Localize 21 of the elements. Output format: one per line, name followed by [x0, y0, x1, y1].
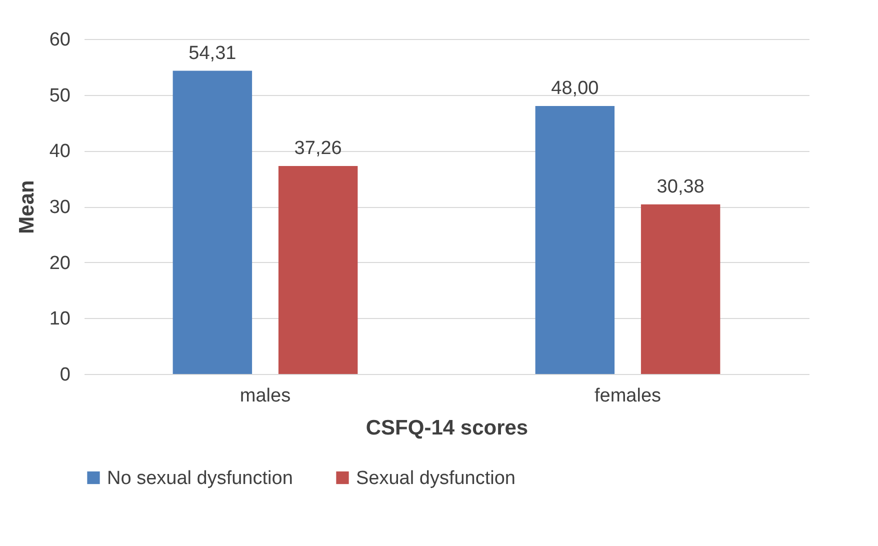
y-axis-title: Mean [15, 180, 38, 234]
y-tick-label: 0 [60, 364, 70, 386]
data-label: 37,26 [294, 138, 342, 159]
y-tick-label: 40 [49, 141, 70, 162]
x-tick-label: females [594, 386, 662, 406]
y-tick-label: 30 [49, 197, 70, 218]
x-tick-label: males [240, 386, 291, 406]
y-tick-label: 10 [49, 308, 70, 330]
y-tick-label: 60 [49, 30, 70, 50]
bar [172, 70, 252, 374]
x-axis-title: CSFQ-14 scores [366, 416, 528, 440]
data-label: 30,38 [656, 176, 704, 198]
bar [640, 204, 720, 374]
bar [535, 106, 615, 374]
legend-label: No sexual dysfunction [107, 468, 293, 489]
data-label: 48,00 [551, 78, 599, 99]
data-label: 54,31 [188, 42, 236, 64]
y-tick-label: 20 [49, 252, 70, 274]
bar [278, 166, 358, 374]
y-tick-label: 50 [49, 85, 70, 106]
legend-label: Sexual dysfunction [356, 468, 516, 489]
